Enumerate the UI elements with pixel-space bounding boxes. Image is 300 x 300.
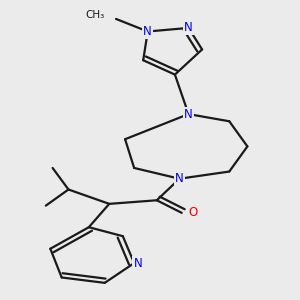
Text: N: N <box>175 172 184 185</box>
Text: CH₃: CH₃ <box>85 10 105 20</box>
Text: N: N <box>184 108 193 121</box>
Text: N: N <box>143 25 152 38</box>
Text: N: N <box>184 21 193 34</box>
Text: N: N <box>134 256 142 270</box>
Text: O: O <box>188 206 198 219</box>
